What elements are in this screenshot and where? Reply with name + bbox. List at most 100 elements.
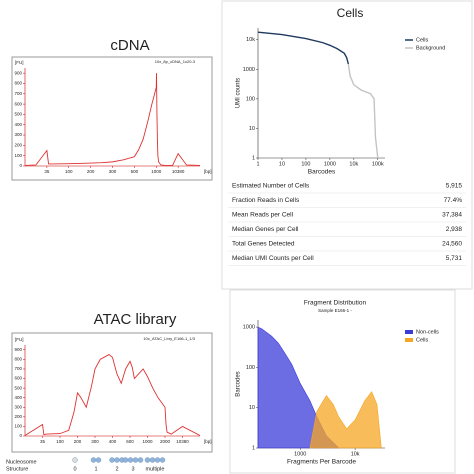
x-tick-label: 400 — [109, 439, 117, 444]
metric-value: 24,560 — [442, 241, 462, 248]
x-tick-label: 1000 — [151, 169, 162, 174]
y-tick-label: 100 — [246, 96, 255, 102]
y-tick-label: 10 — [249, 405, 255, 411]
nucleosome-icon — [72, 457, 78, 463]
nucleosome-icon — [154, 457, 161, 463]
metric-label: Fraction Reads in Cells — [232, 197, 300, 204]
x-tick-label: 1 — [256, 161, 259, 167]
nucleosome-icon — [137, 457, 144, 463]
x-tick-label: 100 — [56, 439, 64, 444]
y-tick-label: 500 — [14, 385, 22, 390]
metric-label: Median Genes per Cell — [232, 226, 299, 233]
metric-label: Median UMI Counts per Cell — [232, 255, 314, 262]
nucleosome-step: multiple — [146, 466, 165, 472]
x-tick-label: 600 — [126, 439, 134, 444]
y-axis-label: Barcodes — [236, 371, 242, 396]
y-tick-label: 700 — [14, 366, 22, 371]
y-axis-label: UMI counts — [236, 78, 242, 108]
metric-value: 77.4% — [444, 197, 463, 204]
nucleosome-icon — [95, 457, 102, 463]
nucleosome-step: 1 — [94, 466, 97, 472]
y-tick-label: 1000 — [243, 325, 255, 331]
y-tick-label: 100 — [14, 153, 22, 158]
y-tick-label: 200 — [14, 143, 22, 148]
y-tick-label: 200 — [14, 414, 22, 419]
cells-title: Cells — [337, 6, 364, 20]
y-tick-label: 1 — [252, 155, 255, 161]
x-tick-label: 10 — [279, 161, 285, 167]
y-tick-label: 600 — [14, 101, 22, 106]
legend-label: Cells — [416, 37, 428, 43]
y-tick-label: 900 — [14, 347, 22, 352]
x-tick-label: 2000 — [160, 439, 171, 444]
nucleosome-label: Nucleosome — [6, 459, 37, 465]
y-tick-label: 400 — [14, 122, 22, 127]
x-tick-label: 500 — [131, 169, 139, 174]
y-tick-label: 300 — [14, 404, 22, 409]
atac-panel — [11, 332, 213, 453]
metric-value: 2,938 — [446, 226, 463, 233]
y-tick-label: 800 — [14, 357, 22, 362]
x-tick-label: 200 — [74, 439, 82, 444]
cdna-panel — [11, 56, 213, 181]
trace — [24, 354, 201, 436]
nucleosome-label: Structure — [6, 466, 28, 472]
y-tick-label: 10 — [249, 126, 255, 132]
x-tick-label: 10k — [351, 451, 360, 457]
nucleosome-icon — [127, 457, 134, 463]
nucleosome-icon — [132, 457, 139, 463]
x-tick-label: 1000 — [294, 451, 306, 457]
sample-label: 10x_ATAC_Lbry_E166-1_1/3 — [143, 336, 195, 341]
line — [257, 31, 350, 65]
nucleosome-icon — [109, 457, 115, 463]
x-axis-label: Barcodes — [308, 169, 336, 176]
y-tick-label: 500 — [14, 112, 22, 117]
nucleosome-icon — [144, 457, 151, 463]
nucleosome-icon — [90, 457, 97, 463]
metric-value: 5,731 — [446, 255, 463, 262]
x-tick-label: 10380 — [176, 439, 189, 444]
y-tick-label: 100 — [246, 365, 255, 371]
cdna-title: cDNA — [110, 37, 149, 54]
x-tick-label: 200 — [87, 169, 95, 174]
x-tick-label: 35 — [40, 439, 46, 444]
legend-label: Non-cells — [416, 329, 439, 335]
legend-swatch — [405, 330, 413, 334]
y-tick-label: 100 — [14, 424, 22, 429]
x-tick-label: 1000 — [142, 439, 153, 444]
y-tick-label: 1 — [252, 445, 255, 451]
x-tick-label: 10k — [349, 161, 358, 167]
nucleosome-step: 3 — [131, 466, 134, 472]
y-axis-label: [FU] — [15, 337, 24, 342]
legend-label: Cells — [416, 337, 428, 343]
y-tick-label: 10k — [246, 37, 255, 43]
y-tick-label: 700 — [14, 91, 22, 96]
metric-label: Mean Reads per Cell — [232, 212, 294, 219]
y-tick-label: 800 — [14, 81, 22, 86]
nucleosome-icon — [122, 457, 129, 463]
x-tick-label: 35 — [44, 169, 50, 174]
y-tick-label: 600 — [14, 376, 22, 381]
metric-value: 37,384 — [442, 212, 462, 219]
x-tick-label: 100 — [65, 169, 73, 174]
x-tick-label: 100 — [301, 161, 310, 167]
y-tick-label: 1000 — [243, 67, 255, 73]
y-tick-label: 300 — [14, 132, 22, 137]
metric-value: 5,915 — [446, 183, 463, 190]
atac-title: ATAC library — [94, 311, 177, 328]
area — [309, 391, 382, 449]
nucleosome-icon — [159, 457, 166, 463]
sample-label: 10x_8p_cDNA_1x20-3 — [155, 59, 196, 64]
x-axis-label: [bp] — [204, 439, 212, 444]
y-tick-label: 400 — [14, 395, 22, 400]
metric-label: Estimated Number of Cells — [232, 183, 310, 190]
y-axis-label: [FU] — [15, 60, 24, 65]
legend-swatch — [405, 338, 413, 342]
nucleosome-step: 2 — [115, 466, 118, 472]
legend-label: Background — [416, 45, 445, 51]
nucleosome-icon — [149, 457, 156, 463]
x-tick-label: 10380 — [172, 169, 185, 174]
x-axis-label: Fragments Per Barcode — [287, 459, 356, 466]
metric-label: Total Genes Detected — [232, 241, 295, 248]
